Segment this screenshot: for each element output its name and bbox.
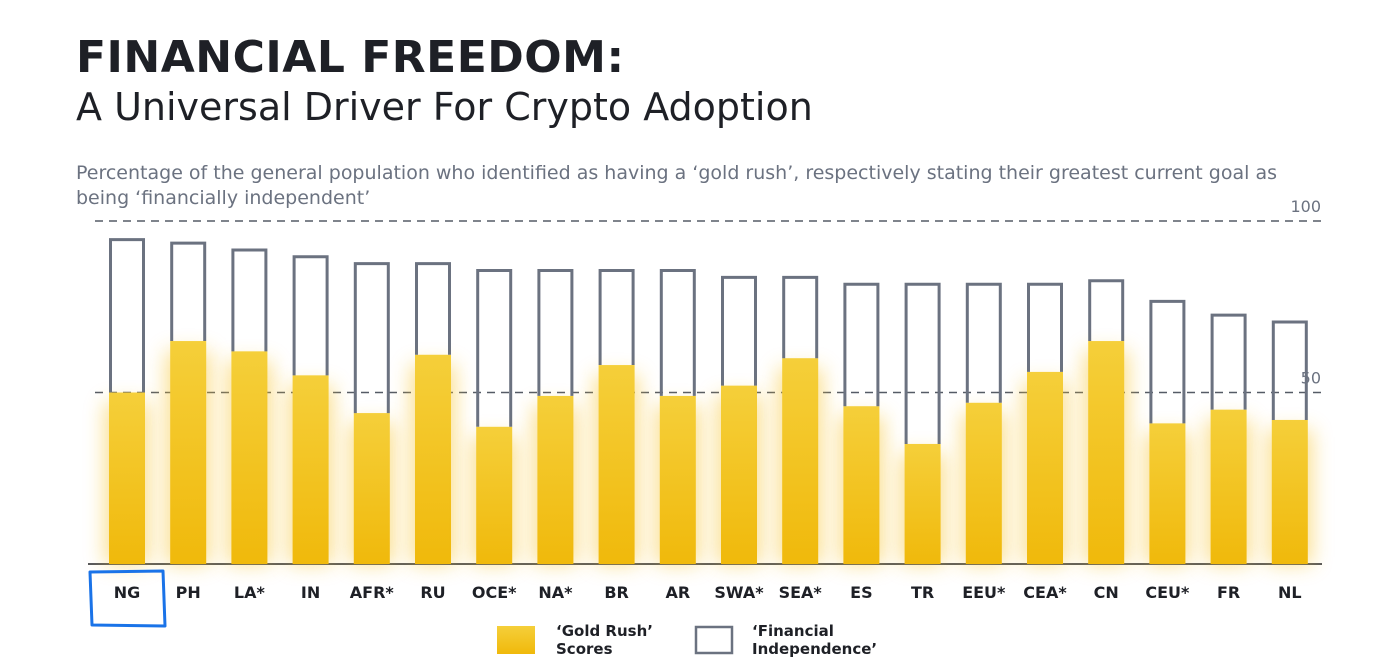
financial-independence-bar-ES bbox=[843, 282, 880, 407]
x-tick-label: EEU* bbox=[962, 583, 1006, 602]
x-tick-label: IN bbox=[301, 583, 320, 602]
financial-independence-bar-IN bbox=[292, 255, 329, 376]
x-tick-label: CN bbox=[1094, 583, 1119, 602]
x-tick-label: SEA* bbox=[779, 583, 823, 602]
gold-rush-bar-AR bbox=[659, 395, 696, 564]
legend-swatch-gold-rush bbox=[497, 626, 535, 654]
financial-independence-bar-OCE* bbox=[476, 269, 513, 427]
financial-independence-bar-FR bbox=[1210, 313, 1247, 410]
x-tick-label: TR bbox=[911, 583, 934, 602]
x-tick-label: BR bbox=[604, 583, 629, 602]
gold-rush-bar-PH bbox=[170, 341, 207, 564]
x-tick-label: CEA* bbox=[1023, 583, 1067, 602]
financial-independence-bar-PH bbox=[170, 241, 207, 342]
financial-independence-bar-LA* bbox=[231, 248, 268, 352]
financial-independence-bar-TR bbox=[904, 282, 941, 444]
gold-rush-bar-AFR* bbox=[353, 413, 390, 564]
x-tick-label: SWA* bbox=[714, 583, 764, 602]
x-tick-label: ES bbox=[850, 583, 872, 602]
financial-independence-bar-AR bbox=[659, 269, 696, 396]
x-tick-label: FR bbox=[1217, 583, 1240, 602]
gold-rush-bar-CN bbox=[1088, 341, 1125, 564]
x-tick-label: OCE* bbox=[472, 583, 517, 602]
financial-independence-bar-RU bbox=[415, 262, 451, 355]
financial-independence-bar-NA* bbox=[537, 269, 574, 396]
gold-rush-bar-RU bbox=[415, 354, 451, 564]
financial-independence-bar-SWA* bbox=[721, 275, 757, 386]
hand-drawn-highlight-box bbox=[88, 569, 167, 628]
gold-rush-bar-NA* bbox=[537, 395, 574, 564]
x-tick-label: RU bbox=[420, 583, 445, 602]
gold-rush-bar-OCE* bbox=[476, 426, 513, 564]
financial-independence-bar-CN bbox=[1088, 279, 1125, 342]
chart-title: FINANCIAL FREEDOM: bbox=[76, 32, 625, 83]
chart-description: Percentage of the general population who… bbox=[76, 162, 1277, 209]
legend-label: ‘Financial bbox=[752, 622, 834, 640]
financial-independence-bar-NL bbox=[1271, 320, 1308, 420]
x-tick-label: LA* bbox=[234, 583, 266, 602]
financial-independence-bar-BR bbox=[598, 269, 635, 366]
legend-label: ‘Gold Rush’ bbox=[556, 622, 653, 640]
chart-subtitle: A Universal Driver For Crypto Adoption bbox=[76, 85, 813, 129]
gold-rush-bar-NG bbox=[109, 392, 145, 564]
legend-swatch-financial-independence bbox=[694, 625, 734, 655]
gold-rush-bar-ES bbox=[843, 406, 880, 564]
gold-rush-bar-CEA* bbox=[1027, 371, 1063, 564]
y-tick-label: 50 bbox=[1301, 369, 1321, 388]
legend-label: Independence’ bbox=[752, 640, 877, 658]
financial-independence-bar-CEU* bbox=[1149, 299, 1186, 424]
x-tick-label: PH bbox=[176, 583, 201, 602]
gold-rush-bar-TR bbox=[904, 443, 941, 564]
gold-rush-bar-FR bbox=[1210, 409, 1247, 564]
x-tick-label: NG bbox=[114, 583, 141, 602]
x-tick-label: NA* bbox=[538, 583, 573, 602]
gold-rush-bar-SWA* bbox=[721, 385, 757, 564]
x-tick-label: AFR* bbox=[350, 583, 395, 602]
gold-rush-bar-LA* bbox=[231, 351, 268, 564]
gold-rush-bar-SEA* bbox=[782, 358, 819, 564]
gold-rush-bar-CEU* bbox=[1149, 423, 1186, 564]
legend-label: Scores bbox=[556, 640, 613, 658]
x-tick-label: AR bbox=[665, 583, 690, 602]
x-tick-label: NL bbox=[1278, 583, 1302, 602]
financial-independence-bar-NG bbox=[109, 238, 145, 393]
financial-independence-bar-EEU* bbox=[965, 282, 1002, 403]
gold-rush-bar-BR bbox=[598, 365, 635, 564]
gold-rush-bar-NL bbox=[1271, 419, 1308, 564]
financial-independence-bar-CEA* bbox=[1027, 282, 1063, 372]
y-tick-label: 100 bbox=[1290, 197, 1321, 216]
financial-independence-bar-SEA* bbox=[782, 275, 819, 359]
x-tick-label: CEU* bbox=[1145, 583, 1190, 602]
gold-rush-bar-EEU* bbox=[965, 402, 1002, 564]
gold-rush-bar-IN bbox=[292, 375, 329, 564]
financial-independence-bar-AFR* bbox=[353, 262, 390, 414]
